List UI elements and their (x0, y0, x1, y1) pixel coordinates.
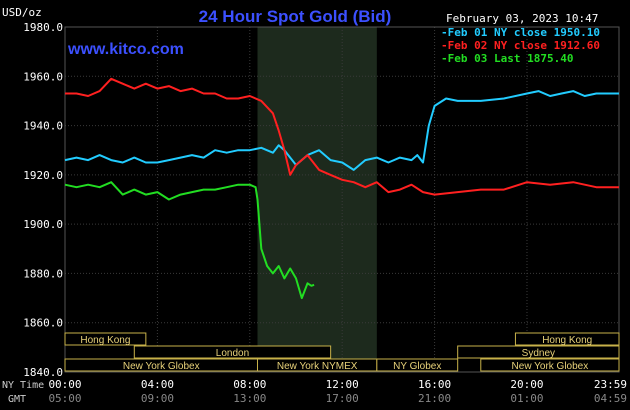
session-bar (64, 332, 147, 346)
x-tick-label-gmt: 01:00 (510, 392, 543, 405)
watermark: www.kitco.com (67, 41, 184, 58)
y-unit-label: USD/oz (2, 6, 42, 19)
x-tick-label-ny: 23:59 (594, 378, 627, 391)
legend-entry-1: -Feb 01 NY close 1950.10 (441, 26, 600, 39)
y-tick-label: 1920.0 (23, 169, 63, 182)
chart-title: 24 Hour Spot Gold (Bid) (199, 7, 392, 26)
legend: -Feb 01 NY close 1950.10-Feb 02 NY close… (441, 26, 600, 65)
timestamp: February 03, 2023 10:47 (446, 12, 598, 25)
grid-lines (64, 26, 620, 373)
gmt-row-label: GMT (8, 394, 26, 405)
session-bar (480, 358, 620, 372)
x-tick-label-gmt: 21:00 (418, 392, 451, 405)
series-group (64, 77, 619, 300)
session-label: NY Globex (393, 361, 441, 372)
y-tick-label: 1980.0 (23, 21, 63, 34)
y-tick-label: 1880.0 (23, 267, 63, 280)
y-tick-labels: 1980.0 1960.0 1940.0 1920.0 1900.0 1880.0 1860… (23, 21, 63, 379)
x-tick-label-gmt: 04:59 (594, 392, 627, 405)
nymex-hours-shading (257, 27, 377, 372)
y-tick-label: 1960.0 (23, 70, 63, 83)
series-line-1 (64, 90, 619, 171)
x-tick-label-ny: 16:00 (418, 378, 451, 391)
legend-entry-2: -Feb 02 NY close 1912.60 (441, 39, 600, 52)
x-tick-label-gmt: 09:00 (141, 392, 174, 405)
x-tick-label-ny: 20:00 (510, 378, 543, 391)
x-tick-label-ny: 04:00 (141, 378, 174, 391)
x-tick-label-gmt: 05:00 (48, 392, 81, 405)
session-bar (514, 332, 620, 346)
session-label: Hong Kong (80, 335, 130, 346)
session-bar (457, 345, 620, 359)
x-tick-label-ny: 00:00 (48, 378, 81, 391)
session-label: Sydney (522, 348, 555, 359)
y-tick-label: 1840.0 (23, 366, 63, 379)
y-tick-label: 1900.0 (23, 218, 63, 231)
x-tick-label-ny: 12:00 (326, 378, 359, 391)
session-label: New York NYMEX (277, 361, 358, 372)
market-sessions: Hong Kong London New York Globex New York N… (64, 332, 620, 372)
y-tick-label: 1860.0 (23, 317, 63, 330)
session-label: London (216, 348, 249, 359)
x-tick-label-gmt: 13:00 (233, 392, 266, 405)
series-line-3 (64, 181, 315, 300)
session-label: Hong Kong (542, 335, 592, 346)
x-tick-label-gmt: 17:00 (326, 392, 359, 405)
legend-entry-3: -Feb 03 Last 1875.40 (441, 52, 573, 65)
ny-time-row-label: NY Time (2, 380, 44, 391)
plot-frame (64, 26, 620, 373)
y-tick-label: 1940.0 (23, 120, 63, 133)
session-bar (133, 345, 332, 359)
session-label: New York Globex (123, 361, 200, 372)
session-bar (376, 358, 459, 372)
x-tick-label-ny: 08:00 (233, 378, 266, 391)
session-label: New York Globex (512, 361, 589, 372)
series-line-2 (65, 77, 619, 196)
